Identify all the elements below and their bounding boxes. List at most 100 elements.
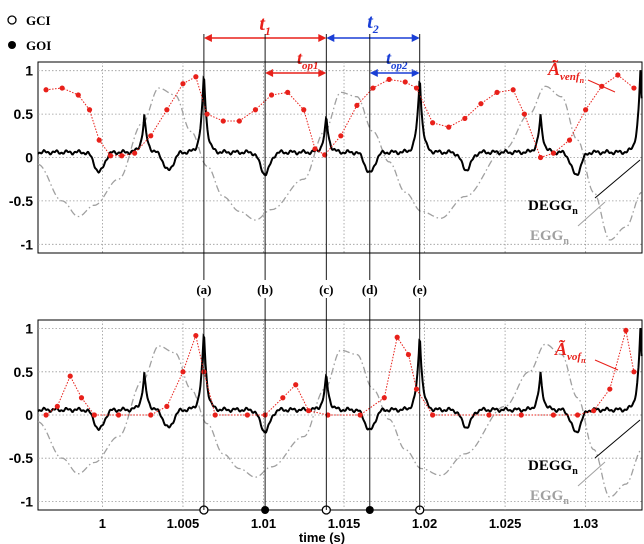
top-red-point	[370, 85, 376, 91]
bottom-red-point	[305, 408, 312, 414]
x-tick-label: 1.02	[412, 516, 437, 531]
bottom-red-point	[280, 395, 286, 401]
event-label-bg	[357, 280, 382, 298]
top-red-point	[164, 107, 170, 113]
top-red-point	[220, 118, 226, 124]
top-red-point	[312, 146, 318, 152]
top-y-tick-label: 1	[25, 63, 33, 79]
top-red-point	[521, 111, 528, 117]
top2-arrow-head-right	[411, 69, 420, 77]
bottom-red-point	[91, 412, 97, 418]
top-red-point	[413, 85, 420, 91]
bottom-red-point	[357, 412, 363, 418]
bottom-red-point	[413, 386, 420, 392]
bottom-red-point	[550, 412, 557, 418]
top-red-point	[268, 92, 275, 98]
event-label: (e)	[413, 282, 427, 297]
bottom-egg-label: EGGn	[530, 488, 569, 507]
event-label: (b)	[257, 282, 273, 297]
x-tick-label: 1.015	[328, 516, 361, 531]
bottom-red-point	[394, 334, 400, 340]
x-tick-label: 1.03	[573, 516, 598, 531]
event-label-bg	[407, 280, 432, 298]
bottom-red-line	[45, 330, 635, 416]
interval-annotations: t1 t2 top1 top2	[203, 11, 420, 77]
gci-legend-label: GCI	[26, 13, 51, 28]
top-panel: 1 0.5 0 -0.5 -1 DEGGn EGGn Ãvenfn	[9, 59, 643, 254]
bottom-red-point	[54, 403, 60, 409]
bottom-degg-line	[37, 328, 643, 434]
top-red-point	[462, 115, 468, 122]
event-label: (d)	[362, 282, 378, 297]
top-egg-line	[37, 85, 642, 241]
top-red-point	[107, 153, 114, 159]
event-label-bg	[314, 280, 339, 298]
bottom-red-point	[430, 412, 436, 418]
bottom-y-tick-label: 0.5	[14, 364, 34, 380]
bottom-egg-line	[37, 343, 642, 498]
top-red-point	[430, 120, 436, 126]
top-degg-label: DEGGn	[528, 198, 578, 217]
goi-legend-label: GOI	[26, 38, 51, 53]
bottom-red-point	[43, 412, 49, 418]
goi-legend-marker	[8, 41, 16, 49]
top-red-point	[285, 89, 291, 95]
bottom-red-point	[293, 382, 299, 388]
top-red-point	[338, 133, 344, 139]
top-red-pointer	[587, 79, 616, 93]
bottom-red-point	[244, 412, 250, 418]
event-label-bg	[191, 280, 216, 298]
x-tick-label: 1.005	[167, 516, 200, 531]
top-red-point	[180, 81, 186, 87]
top1-arrow-head-left	[265, 69, 274, 77]
gci-legend-marker	[7, 15, 17, 25]
x-axis-label: time (s)	[299, 530, 345, 544]
bottom-panel: 1 0.5 0 -0.5 -1 DEGGn EGGn Ãvofn 1 1.005 1.01 1.015…	[9, 319, 643, 544]
top-egg-pointer	[577, 201, 606, 227]
top-red-point	[204, 111, 210, 117]
top-red-label: Ãvenfn	[547, 59, 585, 85]
top1-arrow-head-right	[318, 69, 327, 77]
bottom-degg-pointer	[594, 419, 641, 459]
bottom-y-tick-label: 1	[25, 321, 33, 337]
bottom-y-tick-label: -0.5	[9, 450, 33, 466]
top-red-point	[96, 137, 102, 143]
top-red-point	[119, 153, 125, 159]
top-red-point	[354, 102, 360, 109]
t2-arrow-head-right	[411, 34, 420, 42]
top-egg-label: EGGn	[530, 228, 569, 247]
bottom-red-point	[574, 412, 581, 418]
bottom-red-point	[78, 395, 85, 401]
bottom-red-pointer	[594, 359, 619, 371]
top2-arrow-head-left	[369, 69, 378, 77]
legend: GCI GOI	[7, 13, 51, 53]
bottom-degg-label: DEGGn	[528, 458, 578, 477]
bottom-red-point	[148, 412, 154, 418]
top-red-point	[386, 76, 392, 82]
bottom-red-point	[381, 395, 387, 401]
top-red-point	[148, 133, 154, 139]
top-red-point	[402, 79, 408, 85]
bottom-red-point	[405, 351, 412, 358]
top-red-point	[566, 137, 573, 143]
top-degg-line	[37, 70, 643, 177]
t2-label: t2	[367, 11, 379, 36]
t1-label: t1	[259, 13, 271, 38]
top1-label: top1	[297, 48, 319, 72]
bottom-red-point	[607, 386, 613, 392]
top2-label: top2	[386, 48, 408, 72]
bottom-red-point	[591, 408, 597, 414]
event-label: (a)	[196, 282, 211, 297]
bottom-red-point	[631, 369, 637, 375]
bottom-red-point	[486, 412, 492, 418]
bottom-red-point	[67, 373, 73, 379]
top-red-point	[615, 72, 621, 78]
bottom-red-point	[164, 403, 170, 409]
bottom-red-point	[518, 412, 524, 418]
event-label-bg	[253, 280, 278, 298]
top-y-tick-label: -1	[21, 236, 34, 252]
top-red-point	[75, 92, 81, 98]
t2-arrow-head-left	[326, 34, 335, 42]
t1-arrow-head-left	[203, 34, 212, 42]
